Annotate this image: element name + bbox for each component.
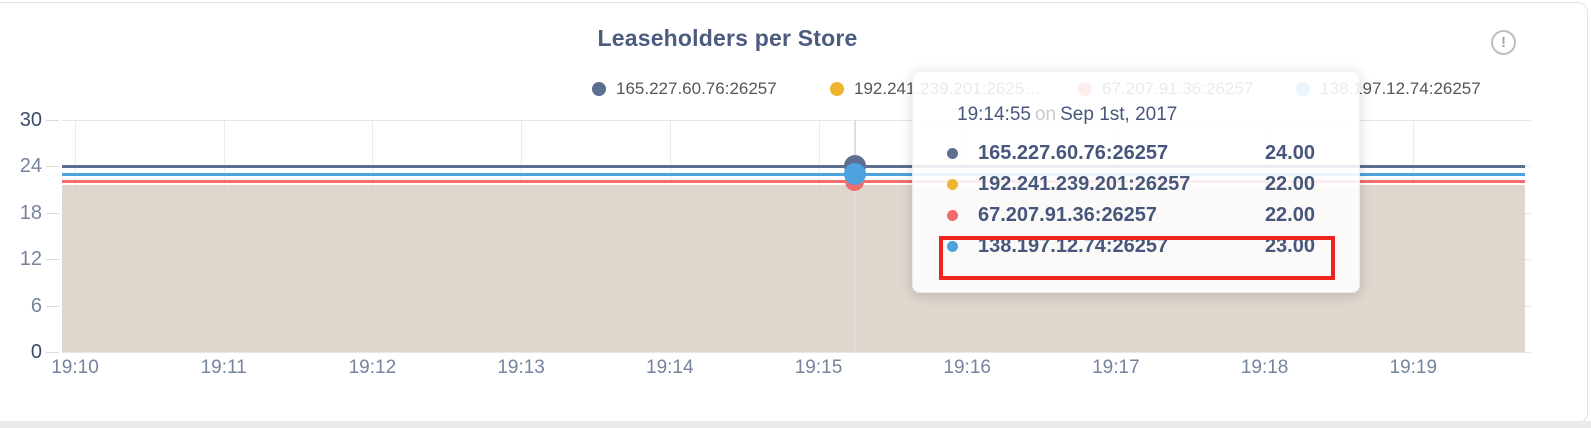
y-axis-tick <box>46 305 59 307</box>
legend-swatch-icon <box>592 82 606 96</box>
y-axis-label: 6 <box>30 294 42 317</box>
y-axis-tick <box>46 212 59 214</box>
tooltip-series-value: 22.00 <box>1264 204 1315 226</box>
series-swatch-icon <box>947 148 958 159</box>
tooltip-date: Sep 1st, 2017 <box>1060 104 1178 125</box>
tooltip-series-value: 23.00 <box>1264 235 1315 257</box>
tooltip-series-name: 192.241.239.201:26257 <box>978 173 1191 195</box>
legend-label: 138.197.12.74:26257 <box>1320 79 1481 98</box>
hover-tooltip: 19:14:55 on Sep 1st, 2017 165.227.60.76:26… <box>912 71 1360 293</box>
hover-point <box>843 163 866 186</box>
x-axis-label: 19:18 <box>1240 357 1289 378</box>
gridline-horizontal <box>62 120 1531 121</box>
x-axis-label: 19:10 <box>51 357 99 378</box>
page-background-strip <box>0 421 1591 428</box>
legend-item[interactable]: 165.227.60.76:26257 <box>592 79 777 98</box>
tooltip-row: 67.207.91.36:26257 22.00 <box>947 200 1315 231</box>
y-axis-tick <box>46 120 59 121</box>
legend-swatch-icon <box>830 82 844 96</box>
y-axis-label: 12 <box>19 248 42 271</box>
y-axis-label: 18 <box>19 201 42 224</box>
tooltip-row: 165.227.60.76:26257 24.00 <box>947 138 1315 169</box>
x-axis-label: 19:19 <box>1389 357 1438 378</box>
series-swatch-icon <box>947 241 958 252</box>
y-axis-tick <box>46 259 59 261</box>
y-axis-label: 0 <box>30 341 42 363</box>
y-axis-label: 30 <box>19 109 42 131</box>
x-axis-label: 19:15 <box>794 357 843 378</box>
tooltip-row: 192.241.239.201:26257 22.00 <box>947 169 1315 200</box>
series-line <box>62 180 1525 184</box>
x-axis-label: 19:17 <box>1092 357 1140 378</box>
tooltip-timestamp: 19:14:55 on Sep 1st, 2017 <box>947 102 1315 128</box>
exclamation-glyph: ! <box>1501 34 1506 51</box>
y-axis-tick <box>46 352 59 353</box>
series-swatch-icon <box>947 179 958 190</box>
y-axis-tick <box>46 166 59 168</box>
x-axis-label: 19:16 <box>943 357 991 378</box>
info-alert-icon[interactable]: ! <box>1491 30 1516 55</box>
hover-scrubber-line <box>853 120 856 352</box>
series-swatch-icon <box>947 210 958 221</box>
legend-label: 165.227.60.76:26257 <box>616 79 777 98</box>
tooltip-conjunction: on <box>1034 104 1057 125</box>
tooltip-series-value: 22.00 <box>1264 173 1315 195</box>
x-axis-label: 19:13 <box>497 357 545 378</box>
y-axis-label: 24 <box>19 155 42 178</box>
tooltip-series-name: 67.207.91.36:26257 <box>978 204 1158 226</box>
tooltip-series-value: 24.00 <box>1264 142 1315 164</box>
chart-title: Leaseholders per Store <box>597 25 858 51</box>
tooltip-series-name: 165.227.60.76:26257 <box>978 142 1169 164</box>
tooltip-row-highlighted: 138.197.12.74:26257 23.00 <box>947 231 1315 262</box>
tooltip-series-name: 138.197.12.74:26257 <box>978 235 1169 257</box>
series-line <box>62 164 1525 168</box>
x-axis-label: 19:11 <box>200 357 247 378</box>
x-axis-label: 19:12 <box>348 357 397 378</box>
tooltip-time: 19:14:55 <box>957 104 1031 125</box>
series-line <box>62 172 1525 176</box>
x-axis-label: 19:14 <box>646 357 694 378</box>
gridline-horizontal <box>62 352 1531 353</box>
